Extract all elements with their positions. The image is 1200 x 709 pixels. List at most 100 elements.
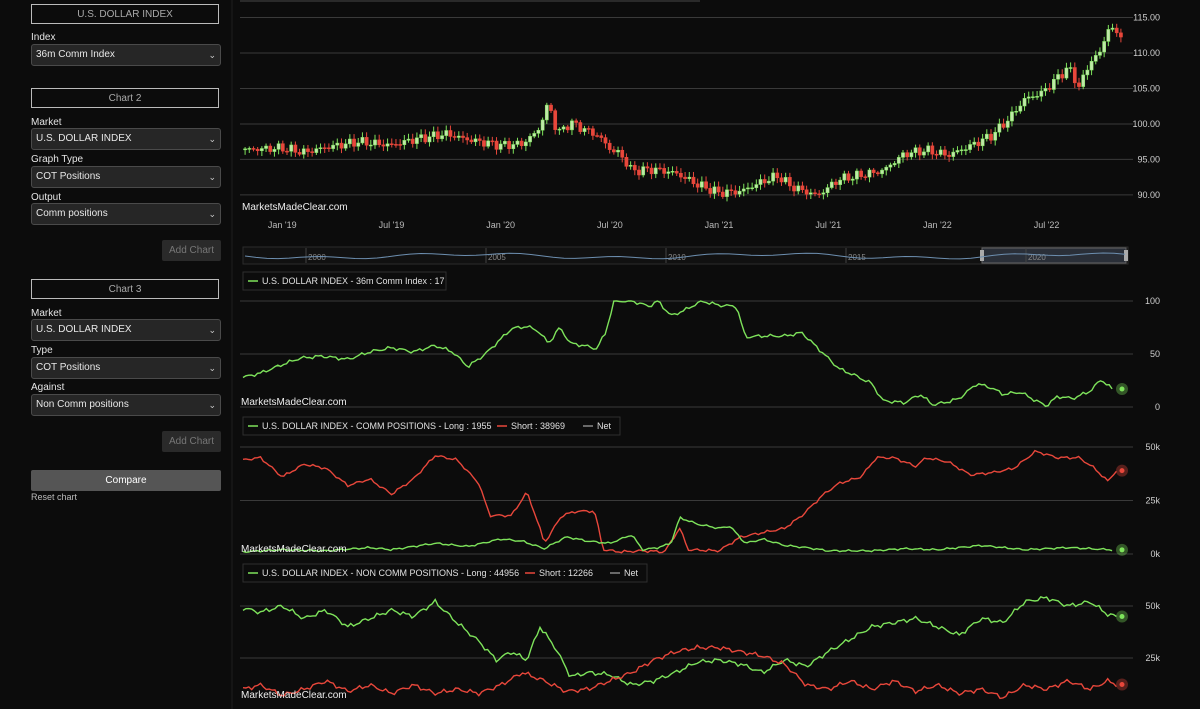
candle-down — [800, 185, 805, 191]
candle-down — [691, 176, 696, 185]
candle-up — [427, 136, 432, 143]
chart2-header: Chart 2 — [31, 88, 219, 108]
candle-up — [1014, 111, 1018, 113]
candle-up — [348, 138, 352, 145]
y-tick-label: 50 — [1150, 349, 1160, 359]
candle-down — [285, 150, 289, 153]
chevron-down-icon: ⌄ — [208, 325, 216, 335]
x-tick-label: Jul '22 — [1034, 220, 1060, 230]
candle-up — [616, 149, 620, 153]
candle-up — [419, 134, 423, 139]
series-line — [242, 300, 1113, 408]
candle-down — [645, 166, 650, 169]
candle-down — [410, 138, 415, 144]
candle-up — [968, 144, 972, 150]
chevron-down-icon: ⌄ — [208, 134, 216, 144]
navigator-left-handle — [980, 250, 984, 261]
candle-down — [775, 172, 780, 179]
watermark: MarketsMadeClear.com — [242, 202, 348, 213]
x-tick-label: Jan '19 — [268, 220, 297, 230]
candle-down — [377, 139, 382, 146]
y-tick-label: 0 — [1155, 402, 1160, 412]
candle-up — [750, 187, 754, 190]
candle-up — [515, 140, 520, 145]
last-value-dot — [1119, 468, 1125, 474]
candle-down — [871, 169, 876, 173]
candle-up — [821, 192, 826, 195]
candle-down — [779, 177, 784, 183]
candle-down — [322, 147, 327, 149]
candle-down — [905, 152, 910, 158]
chart2-market-select[interactable]: U.S. DOLLAR INDEX ⌄ — [31, 128, 221, 150]
reset-chart-link[interactable]: Reset chart — [31, 492, 78, 502]
candle-down — [507, 141, 511, 149]
y-tick-label: 100.00 — [1132, 119, 1160, 129]
candle-up — [867, 169, 872, 178]
candle-down — [352, 138, 356, 147]
chart2-graph-type-label: Graph Type — [31, 154, 84, 165]
candle-up — [486, 140, 490, 147]
candle-up — [1031, 96, 1035, 98]
candle-down — [599, 135, 604, 138]
candle-down — [310, 151, 314, 153]
candle-down — [917, 147, 922, 156]
candle-down — [381, 144, 386, 147]
series-line — [242, 644, 1117, 700]
candle-down — [817, 193, 822, 196]
chart2-graph-type-select[interactable]: COT Positions ⌄ — [31, 166, 221, 188]
candle-up — [1010, 111, 1014, 122]
candle-down — [603, 137, 608, 144]
compare-button[interactable]: Compare — [31, 470, 221, 491]
watermark: MarketsMadeClear.com — [241, 544, 347, 555]
candle-down — [612, 149, 616, 153]
candle-down — [637, 169, 641, 176]
candle-down — [465, 137, 470, 141]
candle-up — [909, 152, 914, 158]
chart3-type-label: Type — [31, 345, 53, 356]
y-tick-label: 110.00 — [1133, 48, 1160, 58]
chart3-against-select[interactable]: Non Comm positions ⌄ — [31, 394, 221, 416]
candle-down — [327, 147, 331, 150]
candle-up — [444, 130, 449, 136]
candle-up — [570, 120, 574, 131]
watermark: MarketsMadeClear.com — [241, 690, 347, 701]
candle-up — [959, 149, 964, 152]
candle-up — [1018, 105, 1023, 112]
index-label: Index — [31, 32, 56, 43]
chart3-type-select[interactable]: COT Positions ⌄ — [31, 357, 221, 379]
index-select-value: 36m Comm Index — [36, 49, 115, 60]
chart2-output-select[interactable]: Comm positions ⌄ — [31, 203, 221, 225]
candle-up — [1085, 69, 1090, 76]
candle-down — [595, 135, 599, 137]
candle-up — [524, 141, 528, 147]
candle-down — [733, 190, 738, 195]
candle-up — [1093, 55, 1098, 62]
candle-down — [574, 120, 578, 123]
index-select[interactable]: 36m Comm Index ⌄ — [31, 44, 221, 66]
chart3-market-label: Market — [31, 308, 62, 319]
y-tick-label: 115.00 — [1133, 13, 1160, 23]
chart2-add-button[interactable]: Add Chart — [162, 240, 221, 261]
candle-up — [456, 135, 461, 138]
candle-down — [649, 167, 654, 175]
series-line — [242, 515, 1113, 554]
chart3-market-select[interactable]: U.S. DOLLAR INDEX ⌄ — [31, 319, 221, 341]
legend-label-net: Net — [624, 568, 639, 578]
chart3-header: Chart 3 — [31, 279, 219, 299]
chart3-against-value: Non Comm positions — [36, 399, 129, 410]
chevron-down-icon: ⌄ — [208, 400, 216, 410]
candle-down — [398, 144, 402, 146]
candle-up — [528, 136, 532, 143]
candle-up — [808, 192, 813, 195]
candle-up — [1110, 27, 1115, 30]
candle-up — [737, 190, 742, 195]
candle-down — [519, 140, 524, 147]
candle-down — [553, 110, 558, 130]
chart3-add-button[interactable]: Add Chart — [162, 431, 221, 452]
candle-up — [1056, 74, 1060, 80]
candle-up — [1043, 88, 1048, 92]
top-scroll-strip — [240, 0, 700, 2]
y-tick-label: 50k — [1145, 601, 1160, 611]
chart2-graph-type-value: COT Positions — [36, 171, 101, 182]
